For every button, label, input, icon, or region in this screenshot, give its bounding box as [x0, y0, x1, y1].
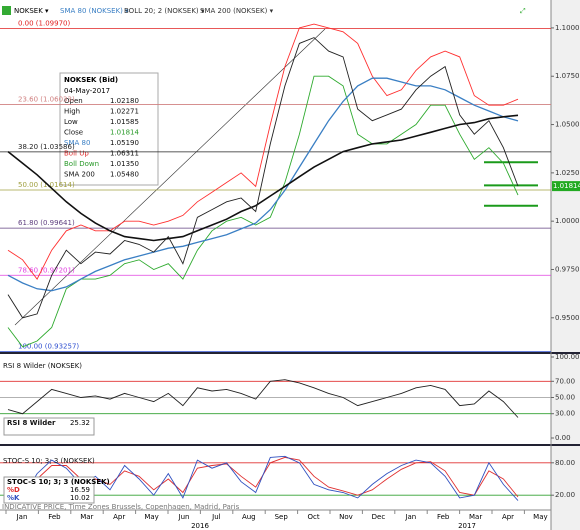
fib-label: 78.60 (0.97201) [18, 266, 75, 274]
x-tick-label: May [144, 513, 158, 521]
footer: INDICATIVE PRICE, Time Zones Brussels, C… [2, 503, 240, 511]
info-label: Low [64, 118, 78, 126]
info-label: Close [64, 129, 83, 137]
x-tick-label: Feb [48, 513, 61, 521]
info-label: Boll Up [64, 150, 89, 158]
y-tick-label: 100.00 [555, 353, 580, 361]
pane-title: STOC-S 10; 3; 3 (NOKSEK) [3, 457, 95, 465]
symbol-icon [2, 6, 11, 15]
y-tick-label: 80.00 [555, 459, 575, 467]
value-box-name: %D [7, 486, 20, 494]
x-tick-label: Jan [404, 513, 416, 521]
year-label: 2017 [458, 522, 476, 530]
last-price-label: 1.01814 [553, 182, 580, 190]
y-tick-label: 0.00 [555, 434, 571, 442]
info-value: 1.01585 [110, 118, 139, 126]
series-line [7, 77, 519, 292]
x-tick-label: Apr [502, 513, 514, 521]
value-box-title: STOC-S 10; 3; 3 (NOKSEK) [7, 478, 110, 486]
y-tick-label: 30.00 [555, 410, 575, 418]
x-tick-label: Apr [113, 513, 125, 521]
trend-line [14, 28, 326, 326]
y-tick-label: 50.00 [555, 394, 575, 402]
right-axis-bg [551, 0, 580, 530]
y-tick-label: 70.00 [555, 377, 575, 385]
info-value: 1.02180 [110, 97, 139, 105]
y-tick-label: 20.00 [555, 491, 575, 499]
fib-label: 50.00 (1.01614) [18, 181, 75, 189]
y-tick-label: 1.02500 [555, 169, 580, 177]
symbol[interactable]: NOKSEK ▾ [14, 7, 49, 15]
fib-label: 100.00 (0.93257) [18, 342, 79, 350]
tool-icon[interactable]: ⤢ [520, 7, 526, 15]
y-tick-label: 1.10000 [555, 24, 580, 32]
x-tick-label: Sep [275, 513, 289, 521]
value-box-value: 25.32 [70, 419, 90, 427]
x-tick-label: Jul [211, 513, 221, 521]
info-value: 1.05190 [110, 139, 139, 147]
value-box [3, 417, 95, 436]
x-tick-label: Mar [469, 513, 482, 521]
year-label: 2016 [191, 522, 209, 530]
x-tick-label: Jan [16, 513, 28, 521]
series-line [7, 379, 519, 418]
info-label: Open [64, 97, 83, 105]
value-box-name: %K [7, 494, 20, 502]
pane-title: RSI 8 Wilder (NOKSEK) [3, 362, 82, 370]
info-label: High [64, 108, 80, 116]
fib-label: 0.00 (1.09970) [18, 20, 70, 28]
y-tick-label: 1.07500 [555, 72, 580, 80]
last-price-tag [552, 181, 580, 192]
value-box [3, 476, 95, 504]
info-value: 1.01350 [110, 160, 139, 168]
x-tick-label: Mar [80, 513, 93, 521]
x-tick-label: Feb [437, 513, 450, 521]
info-box [59, 72, 159, 186]
x-tick-label: Oct [308, 513, 320, 521]
x-tick-label: Dec [372, 513, 386, 521]
info-value: 1.06311 [110, 150, 139, 158]
info-date: 04-May-2017 [64, 87, 110, 95]
info-title: NOKSEK (Bid) [64, 76, 118, 84]
indicator-label[interactable]: BOLL 20; 2 (NOKSEK) ▾ [124, 7, 205, 15]
indicator-label[interactable]: SMA 80 (NOKSEK) ▾ [60, 7, 129, 15]
series-line [7, 23, 519, 280]
x-tick-label: May [533, 513, 547, 521]
info-label: SMA 80 [64, 139, 90, 147]
series-line [7, 37, 519, 319]
value-box-value: 16.59 [70, 486, 90, 494]
info-value: 1.05480 [110, 171, 139, 179]
x-tick-label: Aug [242, 513, 256, 521]
info-value: 1.01814 [110, 129, 139, 137]
value-box-value: 10.02 [70, 494, 90, 502]
series-line [7, 75, 519, 348]
info-value: 1.02271 [110, 108, 139, 116]
fib-label: 61.80 (0.99641) [18, 219, 75, 227]
value-box-name: RSI 8 Wilder [7, 419, 56, 427]
fib-label: 38.20 (1.03586) [18, 143, 75, 151]
series-line [7, 114, 519, 242]
info-label: SMA 200 [64, 171, 95, 179]
indicator-label[interactable]: SMA 200 (NOKSEK) ▾ [200, 7, 274, 15]
info-label: Boll Down [64, 160, 99, 168]
x-tick-label: Jun [178, 513, 190, 521]
fib-label: 23.60 (1.06033) [18, 96, 75, 104]
x-tick-label: Nov [339, 513, 353, 521]
y-tick-label: 1.05000 [555, 121, 580, 129]
